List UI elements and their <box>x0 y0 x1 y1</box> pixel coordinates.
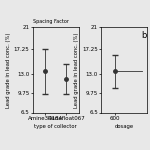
Text: Spacing Factor: Spacing Factor <box>33 20 69 24</box>
Y-axis label: Lead grade in lead conc. (%): Lead grade in lead conc. (%) <box>6 32 11 108</box>
Text: b: b <box>142 31 147 40</box>
X-axis label: type of collector: type of collector <box>34 124 77 129</box>
Y-axis label: Lead grade in lead conc. (%): Lead grade in lead conc. (%) <box>74 32 79 108</box>
X-axis label: dosage: dosage <box>115 124 134 129</box>
